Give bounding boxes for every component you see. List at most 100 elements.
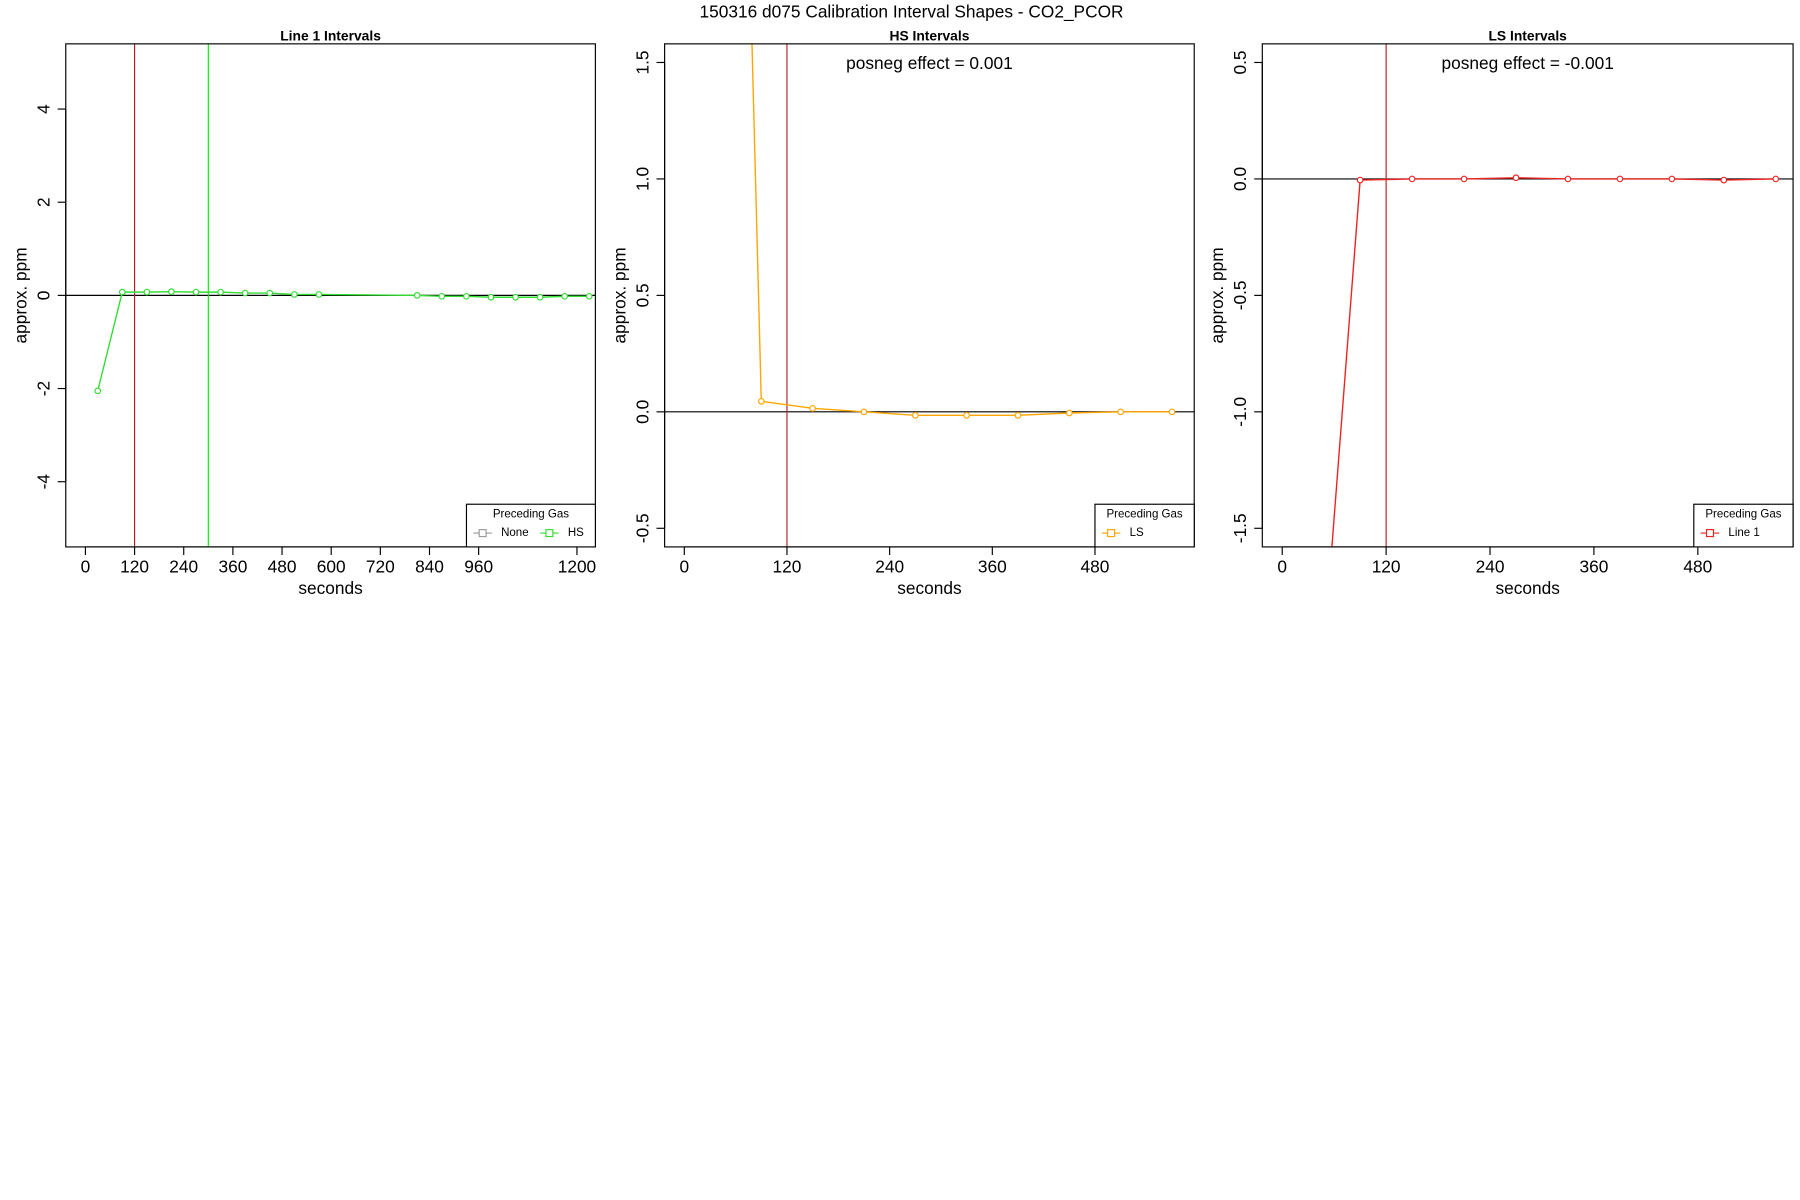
data-point bbox=[1772, 175, 1780, 183]
legend-swatch bbox=[545, 529, 554, 538]
y-tick-label: 0 bbox=[34, 291, 54, 301]
legend: Preceding Gas Line 1 bbox=[1693, 503, 1794, 548]
legend-label: HS bbox=[568, 527, 584, 539]
plot-area bbox=[664, 43, 1195, 547]
x-tick-label: 240 bbox=[875, 556, 904, 576]
legend-swatch bbox=[1107, 529, 1116, 538]
panel: LS Intervals seconds approx. ppm posneg eff… bbox=[1207, 28, 1794, 858]
x-axis-label: seconds bbox=[298, 578, 363, 598]
data-point bbox=[1564, 175, 1572, 183]
y-tick-label: 0.0 bbox=[632, 400, 652, 424]
data-point bbox=[512, 293, 519, 301]
data-point bbox=[757, 398, 765, 405]
data-point bbox=[860, 408, 868, 416]
data-point bbox=[1616, 175, 1624, 183]
legend-title: Preceding Gas bbox=[1107, 509, 1183, 521]
x-tick-label: 720 bbox=[366, 556, 395, 576]
y-tick-label: 1.0 bbox=[632, 167, 652, 191]
x-tick-label: 240 bbox=[169, 556, 198, 576]
data-point bbox=[1720, 176, 1728, 184]
x-axis-label: seconds bbox=[1495, 578, 1560, 598]
panel: HS Intervals seconds approx. ppm posneg eff… bbox=[609, 28, 1195, 598]
y-tick-label: -1.0 bbox=[1230, 397, 1250, 427]
y-tick-label: -0.5 bbox=[1230, 280, 1250, 310]
x-tick-label: 480 bbox=[1081, 556, 1110, 576]
y-tick-label: 0.5 bbox=[1230, 50, 1250, 74]
data-point bbox=[561, 292, 569, 300]
x-tick-label: 480 bbox=[1683, 556, 1712, 576]
plot-area bbox=[65, 43, 596, 547]
x-tick-label: 120 bbox=[773, 556, 802, 576]
annotation: posneg effect = -0.001 bbox=[1442, 53, 1614, 73]
x-tick-label: 360 bbox=[218, 556, 247, 576]
data-point bbox=[1408, 175, 1416, 183]
plot-frame bbox=[664, 43, 1195, 548]
x-tick-label: 600 bbox=[317, 556, 346, 576]
data-point bbox=[463, 292, 470, 300]
legend-label: LS bbox=[1130, 527, 1144, 539]
x-tick-label: 360 bbox=[978, 556, 1007, 576]
data-point bbox=[94, 387, 102, 395]
data-point bbox=[1356, 176, 1364, 184]
x-tick-label: 480 bbox=[268, 556, 297, 576]
legend-box bbox=[1094, 503, 1195, 548]
legend-item: HS bbox=[540, 527, 584, 539]
legend-label: Line 1 bbox=[1728, 527, 1759, 539]
x-tick-label: 960 bbox=[464, 556, 493, 576]
data-point bbox=[536, 293, 544, 301]
data-point bbox=[315, 291, 323, 298]
data-point bbox=[585, 292, 593, 300]
x-axis-label: seconds bbox=[897, 578, 962, 598]
panel-title: Line 1 Intervals bbox=[280, 28, 381, 44]
data-point bbox=[1460, 175, 1468, 183]
legend-item: None bbox=[473, 527, 529, 539]
data-point bbox=[487, 293, 495, 301]
legend-swatch bbox=[478, 529, 487, 538]
y-axis-label: approx. ppm bbox=[10, 247, 30, 343]
data-point bbox=[413, 292, 421, 299]
y-tick-label: -2 bbox=[34, 381, 54, 396]
x-tick-label: 120 bbox=[1372, 556, 1401, 576]
legend-title: Preceding Gas bbox=[493, 509, 569, 521]
figure-title: 150316 d075 Calibration Interval Shapes … bbox=[700, 1, 1124, 21]
y-tick-label: -4 bbox=[34, 474, 54, 490]
y-tick-label: 0.0 bbox=[1230, 167, 1250, 191]
data-point bbox=[217, 288, 224, 296]
y-tick-label: -0.5 bbox=[632, 513, 652, 543]
series-line bbox=[97, 290, 590, 392]
x-tick-label: 0 bbox=[81, 556, 91, 576]
panel-title: LS Intervals bbox=[1488, 28, 1567, 44]
data-point bbox=[911, 411, 919, 419]
y-tick-label: 0.5 bbox=[632, 283, 652, 307]
data-point bbox=[168, 288, 175, 296]
y-tick-label: 2 bbox=[34, 197, 54, 207]
data-point bbox=[809, 404, 816, 412]
x-tick-label: 240 bbox=[1476, 556, 1505, 576]
x-tick-label: 840 bbox=[415, 556, 444, 576]
data-point bbox=[438, 292, 446, 300]
plot-frame bbox=[65, 43, 596, 548]
data-point bbox=[1305, 852, 1311, 858]
legend-swatch bbox=[1705, 529, 1715, 538]
data-point bbox=[241, 289, 249, 297]
data-point bbox=[1168, 408, 1176, 416]
legend-title: Preceding Gas bbox=[1705, 509, 1781, 521]
data-point bbox=[1065, 409, 1073, 417]
y-tick-label: 4 bbox=[34, 104, 54, 114]
legend-label: None bbox=[501, 527, 529, 539]
y-tick-label: 1.5 bbox=[632, 50, 652, 74]
legend-box bbox=[1693, 503, 1794, 548]
legend-box bbox=[465, 503, 596, 548]
x-tick-label: 0 bbox=[1277, 556, 1287, 576]
data-point bbox=[1668, 175, 1676, 183]
legend: Preceding Gas None HS bbox=[465, 503, 596, 548]
data-point bbox=[118, 288, 126, 296]
legend-item: LS bbox=[1101, 527, 1144, 539]
x-tick-label: 0 bbox=[679, 556, 689, 576]
data-point bbox=[963, 411, 970, 419]
panel-title: HS Intervals bbox=[889, 28, 969, 44]
series-line bbox=[751, 43, 1172, 417]
data-point bbox=[1014, 411, 1022, 419]
